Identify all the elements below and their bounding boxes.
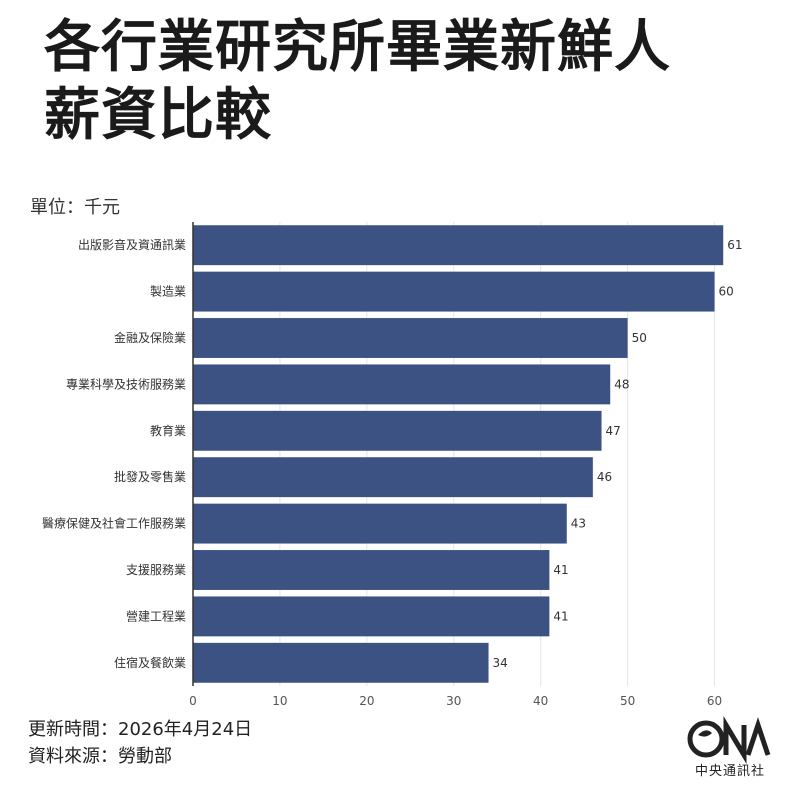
bar-0 [193, 225, 724, 266]
category-label-9: 住宿及餐飲業 [114, 655, 186, 670]
bar-4 [193, 410, 602, 451]
x-tick-label-40: 40 [533, 694, 548, 708]
category-label-3: 專業科學及技術服務業 [66, 377, 186, 391]
data-label-6: 43 [571, 517, 586, 531]
updated-value: 2026年4月24日 [118, 719, 253, 740]
bar-3 [193, 364, 611, 405]
bar-8 [193, 596, 550, 637]
source-label: 資料來源： [28, 746, 118, 767]
unit-label: 單位：千元 [30, 197, 120, 218]
title-line-2: 薪資比較 [44, 83, 272, 148]
data-label-8: 41 [553, 609, 568, 623]
x-tick-label-60: 60 [707, 694, 722, 708]
update-line: 更新時間： 2026年4月24日 [28, 716, 252, 743]
category-label-8: 營建工程業 [126, 608, 186, 623]
x-tick-label-30: 30 [446, 694, 461, 708]
x-tick-label-10: 10 [272, 694, 287, 708]
bar-9 [193, 642, 489, 683]
data-label-7: 41 [553, 563, 568, 577]
cna-logo [687, 715, 771, 765]
category-label-2: 金融及保險業 [114, 330, 186, 345]
chart-title: 各行業研究所畢業新鮮人 薪資比較 [44, 14, 774, 150]
data-label-0: 61 [727, 238, 742, 252]
bar-6 [193, 503, 567, 544]
x-tick-label-20: 20 [359, 694, 374, 708]
updated-label: 更新時間： [28, 719, 118, 740]
category-label-7: 支援服務業 [126, 563, 186, 577]
data-label-5: 46 [597, 470, 612, 484]
data-label-2: 50 [632, 331, 647, 345]
title-line-1: 各行業研究所畢業新鮮人 [44, 15, 671, 80]
bar-5 [193, 457, 593, 498]
category-label-4: 教育業 [150, 423, 186, 438]
category-label-0: 出版影音及資通訊業 [78, 237, 186, 252]
category-label-5: 批發及零售業 [114, 469, 186, 484]
data-label-1: 60 [719, 285, 734, 299]
x-tick-label-0: 0 [189, 694, 197, 708]
source-line: 資料來源： 勞動部 [28, 743, 252, 770]
data-label-3: 48 [614, 377, 629, 391]
bar-1 [193, 271, 715, 312]
logo-text: 中央通訊社 [694, 764, 765, 779]
footer: 更新時間： 2026年4月24日 資料來源： 勞動部 [28, 716, 252, 770]
data-label-9: 34 [493, 656, 508, 670]
source-value: 勞動部 [118, 746, 172, 767]
bar-2 [193, 318, 628, 358]
category-label-1: 製造業 [150, 285, 186, 299]
category-label-6: 醫療保健及社會工作服務業 [42, 516, 186, 531]
bar-7 [193, 550, 550, 590]
x-tick-label-50: 50 [620, 694, 635, 708]
data-label-4: 47 [606, 424, 621, 438]
